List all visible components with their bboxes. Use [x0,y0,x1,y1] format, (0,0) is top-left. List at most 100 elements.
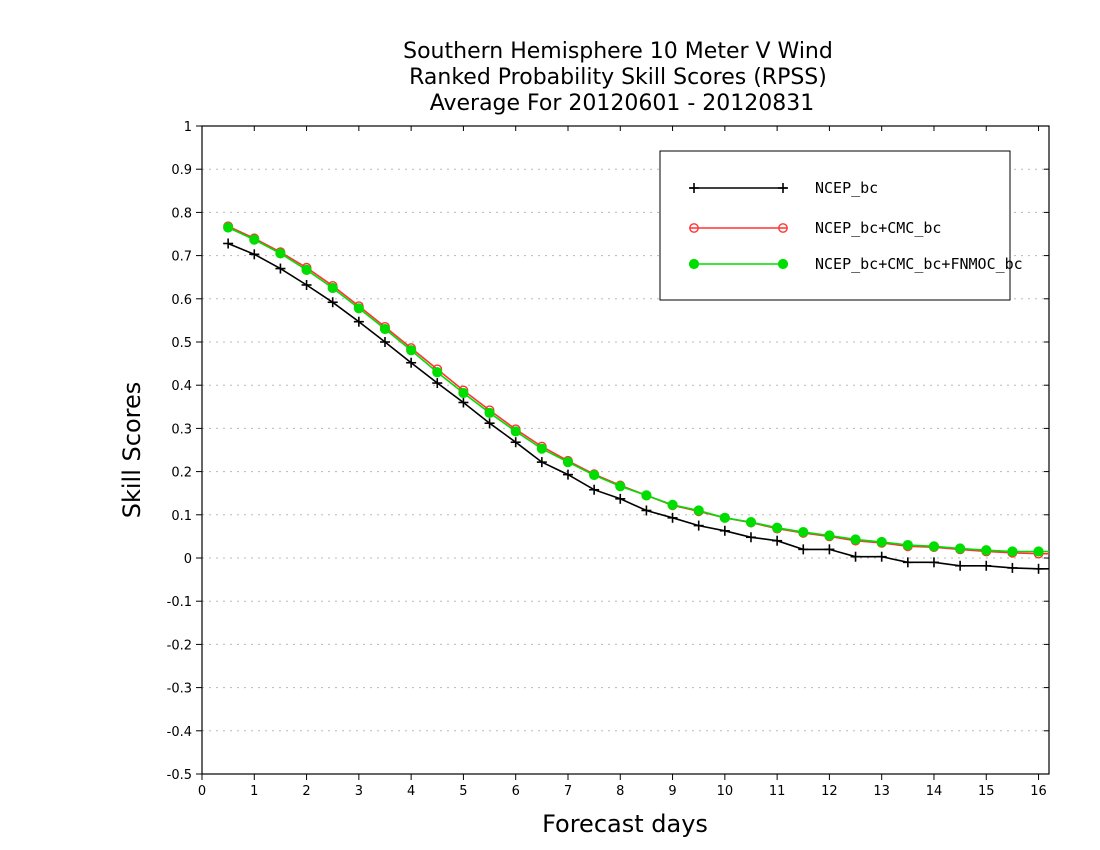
data-point-filled-circle [955,543,966,554]
data-point-filled-circle [406,345,417,356]
data-point-plus [327,297,338,308]
data-point-plus [719,525,730,536]
data-point-plus [1007,562,1018,573]
data-point-open-circle [778,223,788,233]
y-tick-label: -0.4 [167,725,192,740]
data-point-plus [955,560,966,571]
gridlines [202,168,1049,732]
data-point-plus [379,337,390,347]
series-1 [223,238,1049,574]
data-point-filled-circle [1033,546,1044,557]
legend-box [659,150,1011,301]
data-point-filled-circle [275,248,286,259]
data-point-filled-circle [641,490,652,501]
chart-title: Southern Hemisphere 10 Meter V Wind Rank… [403,39,833,116]
data-point-plus [778,183,788,193]
x-tick-label: 11 [769,784,786,799]
data-point-filled-circle [981,545,992,556]
data-point-filled-circle [667,499,678,510]
x-tick-label: 7 [564,784,572,799]
data-series [223,221,1049,574]
data-point-plus [484,418,495,429]
title-line-3: Average For 20120601 - 20120831 [430,91,815,116]
y-tick-label: 0.3 [171,422,192,437]
x-tick-label: 0 [198,784,206,799]
data-point-plus [693,520,704,531]
data-point-filled-circle [353,303,364,314]
data-point-filled-circle [249,234,260,245]
data-point-filled-circle [327,282,338,294]
data-point-plus [981,560,992,571]
data-point-plus [562,469,573,480]
y-tick-label: 0.2 [171,466,192,481]
y-tick-label: 0 [184,552,192,567]
data-point-filled-circle [562,456,574,468]
data-point-plus [667,512,678,523]
data-point-filled-circle [301,264,312,275]
x-tick-label: 4 [407,784,415,799]
x-tick-label: 5 [459,784,467,799]
data-point-plus [689,183,699,193]
legend-entry: NCEP_bc [689,179,878,197]
data-point-filled-circle [615,481,626,492]
legend: NCEP_bc NCEP_bc+CMC_bc NCEP_bc+CMC_bc+FNMO… [659,150,1023,301]
data-point-plus [510,437,521,448]
data-point-plus [641,505,652,516]
data-point-filled-circle [719,512,730,523]
data-point-filled-circle [484,407,495,418]
x-tick-label: 2 [302,784,310,799]
legend-label: NCEP_bc+CMC_bc+FNMOC_bc [815,255,1023,273]
data-point-plus [928,557,939,568]
data-point-filled-circle [223,222,234,233]
y-tick-label: 0.7 [171,250,192,265]
legend-entry: NCEP_bc+CMC_bc [689,219,941,237]
x-tick-label: 12 [821,784,838,799]
data-point-filled-circle [824,530,835,541]
y-tick-label: 0.9 [171,163,192,178]
y-tick-label: 0.5 [171,336,192,351]
plot-frame [201,125,1050,775]
data-point-plus [301,279,312,290]
x-axis-title: Forecast days [542,810,708,838]
data-point-plus [824,544,835,555]
y-tick-label: 1 [184,120,192,135]
data-point-plus [876,551,887,562]
legend-label: NCEP_bc [815,179,878,197]
data-point-plus [745,532,756,543]
data-point-filled-circle [1007,546,1018,557]
data-point-filled-circle [458,387,469,399]
y-tick-label: -0.1 [167,595,192,610]
data-point-open-circle [689,223,699,233]
y-tick-label: 0.4 [171,379,192,394]
data-point-plus [772,535,783,546]
data-point-filled-circle [876,536,887,548]
data-point-plus [275,263,286,274]
data-point-plus [353,316,364,327]
data-point-plus [850,551,861,562]
y-tick-label: -0.5 [167,768,192,783]
x-tick-label: 16 [1030,784,1047,799]
data-point-plus [615,493,626,504]
data-point-plus [1033,563,1044,574]
legend-label: NCEP_bc+CMC_bc [815,219,941,237]
x-tick-label: 10 [717,784,734,799]
data-point-filled-circle [777,258,789,270]
x-tick-label: 9 [668,784,676,799]
data-point-filled-circle [902,539,913,551]
data-point-plus [798,544,809,555]
data-point-filled-circle [928,541,940,552]
data-point-filled-circle [850,534,861,545]
data-point-filled-circle [798,526,809,538]
y-tick-label: 0.8 [171,206,192,221]
x-tick-label: 15 [978,784,995,799]
data-point-plus [406,357,417,368]
data-point-plus [458,397,469,408]
y-tick-label: -0.3 [167,682,192,697]
y-tick-label: 0.1 [171,509,192,524]
data-point-plus [223,238,234,249]
data-point-plus [589,484,600,495]
x-tick-label: 1 [250,784,258,799]
data-point-plus [902,557,913,568]
data-point-filled-circle [589,469,600,481]
